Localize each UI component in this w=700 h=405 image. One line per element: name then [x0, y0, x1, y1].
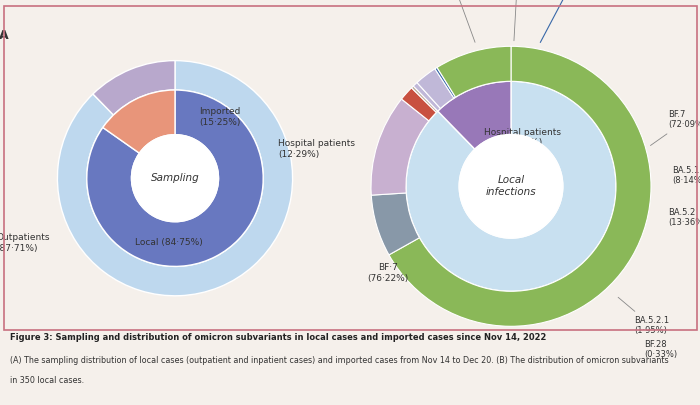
Wedge shape: [406, 81, 616, 291]
Text: in 350 local cases.: in 350 local cases.: [10, 376, 85, 385]
Wedge shape: [435, 68, 456, 98]
Wedge shape: [57, 61, 293, 296]
Text: Outpatients
(87·71%): Outpatients (87·71%): [0, 233, 50, 253]
Text: BF·7
(76·22%): BF·7 (76·22%): [368, 263, 408, 283]
Text: Sampling: Sampling: [150, 173, 200, 183]
Text: BA.5.1
(8·14%): BA.5.1 (8·14%): [672, 166, 700, 185]
Text: Figure 3: Sampling and distribution of omicron subvariants in local cases and im: Figure 3: Sampling and distribution of o…: [10, 333, 547, 342]
Text: BA.5.2
(20·93%): BA.5.2 (20·93%): [499, 0, 537, 41]
Wedge shape: [389, 46, 651, 326]
Circle shape: [459, 134, 563, 238]
Text: Imported
(15·25%): Imported (15·25%): [199, 107, 240, 127]
Wedge shape: [93, 61, 175, 115]
Text: A: A: [0, 30, 8, 43]
Text: BF.28
(0·33%): BF.28 (0·33%): [644, 340, 677, 359]
Wedge shape: [413, 83, 440, 111]
Text: BA.5.1
(4·65%): BA.5.1 (4·65%): [435, 0, 475, 42]
Wedge shape: [437, 46, 511, 97]
Wedge shape: [412, 86, 438, 113]
Wedge shape: [371, 99, 429, 195]
Text: BA.5.2.1
(1·95%): BA.5.2.1 (1·95%): [618, 297, 669, 335]
Wedge shape: [417, 69, 454, 109]
Text: BF.7
(72·09%): BF.7 (72·09%): [650, 110, 700, 145]
Wedge shape: [87, 90, 263, 266]
Text: Outpatients
(87·71%): Outpatients (87·71%): [477, 207, 531, 227]
Wedge shape: [438, 81, 511, 149]
Text: BA.5.2
(13·36%): BA.5.2 (13·36%): [668, 208, 700, 228]
Wedge shape: [402, 88, 436, 121]
Wedge shape: [103, 90, 175, 153]
Circle shape: [132, 135, 218, 222]
Text: Local
infections: Local infections: [486, 175, 536, 197]
Text: Hospital patients
(12·29%): Hospital patients (12·29%): [484, 128, 561, 147]
Text: Hospital patients
(12·29%): Hospital patients (12·29%): [279, 139, 356, 158]
Wedge shape: [371, 193, 419, 255]
Text: BA.5.2.6
(2·33%): BA.5.2.6 (2·33%): [540, 0, 591, 43]
Text: Local (84·75%): Local (84·75%): [135, 239, 203, 247]
Text: (A) The sampling distribution of local cases (outpatient and inpatient cases) an: (A) The sampling distribution of local c…: [10, 356, 669, 364]
